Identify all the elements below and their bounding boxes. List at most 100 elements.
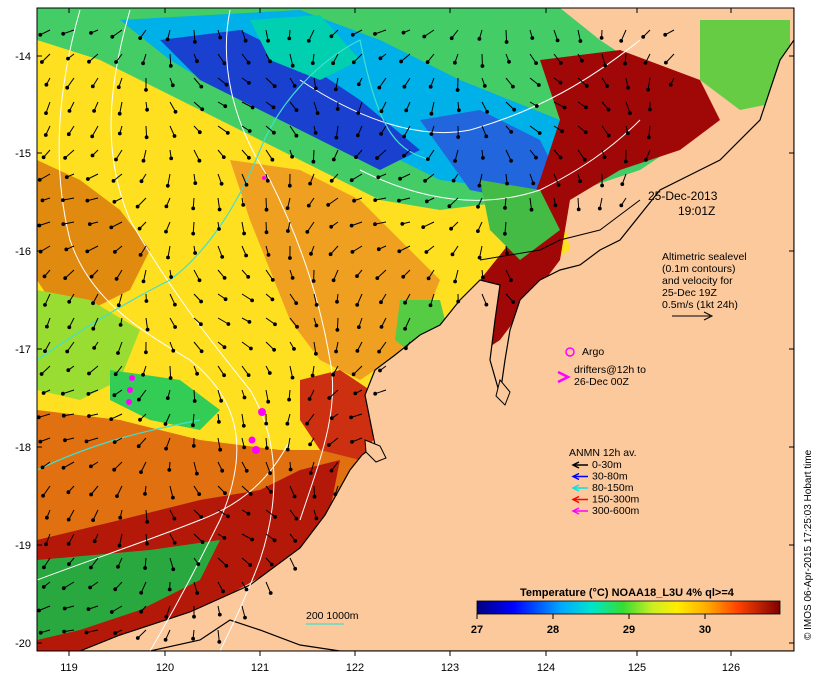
y-tick-label: -19 xyxy=(15,540,31,552)
velocity-arrow xyxy=(404,317,411,330)
velocity-arrow xyxy=(88,365,99,374)
altimetric-note: Altimetric sealevel (0.1m contours) and … xyxy=(662,251,747,321)
velocity-arrow xyxy=(375,389,387,395)
velocity-arrow xyxy=(289,557,296,570)
velocity-arrow-head xyxy=(61,413,66,418)
velocity-arrow xyxy=(400,53,411,62)
velocity-arrow xyxy=(217,557,227,567)
velocity-arrow-head xyxy=(349,223,354,228)
velocity-arrow-head xyxy=(226,514,230,519)
velocity-arrow xyxy=(454,269,459,282)
velocity-arrow-head xyxy=(509,130,514,134)
velocity-arrow xyxy=(289,125,297,136)
velocity-arrow-head xyxy=(311,159,316,164)
velocity-arrow-head xyxy=(597,206,602,211)
velocity-arrow-head xyxy=(424,250,429,254)
velocity-arrow xyxy=(90,557,99,568)
velocity-arrow-head xyxy=(355,303,360,307)
velocity-arrow-head xyxy=(164,204,169,209)
velocity-arrow-head xyxy=(246,60,251,65)
velocity-arrow-head xyxy=(606,107,611,112)
velocity-arrow-head xyxy=(375,276,380,281)
velocity-arrow-head xyxy=(171,348,176,353)
velocity-arrow-head xyxy=(109,610,114,614)
velocity-arrow xyxy=(577,149,586,160)
velocity-arrow-head xyxy=(117,111,122,116)
velocity-arrow-head xyxy=(373,391,378,396)
velocity-arrow-head xyxy=(226,322,231,326)
velocity-arrow-head xyxy=(197,492,202,497)
velocity-arrow-head xyxy=(350,250,355,254)
velocity-arrow xyxy=(353,365,363,375)
velocity-arrow-head xyxy=(402,134,407,139)
velocity-arrow-head xyxy=(246,511,251,516)
velocity-arrow xyxy=(91,125,99,137)
velocity-arrow-head xyxy=(249,346,253,351)
velocity-arrow-head xyxy=(503,206,507,210)
velocity-arrow-head xyxy=(293,566,298,571)
velocity-arrow-head xyxy=(599,36,604,40)
velocity-arrow-head xyxy=(113,372,118,377)
velocity-arrow-head xyxy=(112,199,117,204)
velocity-arrow-head xyxy=(350,440,354,444)
velocity-arrow-head xyxy=(327,396,332,400)
velocity-arrow-head xyxy=(191,231,196,236)
velocity-arrow-head xyxy=(643,61,648,65)
velocity-arrow-head xyxy=(138,253,143,257)
velocity-arrow-head xyxy=(173,109,178,114)
velocity-arrow-head xyxy=(222,61,227,66)
velocity-arrow xyxy=(137,197,147,207)
velocity-arrow-head xyxy=(664,60,668,65)
date-line1: 25-Dec-2013 xyxy=(648,189,718,203)
velocity-arrow-head xyxy=(92,109,96,113)
velocity-arrow-head xyxy=(351,60,356,65)
velocity-arrow-head xyxy=(87,371,91,376)
velocity-arrow-head xyxy=(453,159,458,163)
altimetric-line: (0.1m contours) xyxy=(662,263,736,275)
velocity-arrow-head xyxy=(648,107,652,112)
velocity-arrow xyxy=(553,173,560,186)
velocity-arrow-head xyxy=(91,518,95,522)
velocity-arrow-head xyxy=(355,349,360,353)
velocity-arrow xyxy=(403,125,411,137)
velocity-arrow-head xyxy=(66,517,71,522)
velocity-arrow-head xyxy=(247,81,251,85)
velocity-arrow xyxy=(265,77,276,87)
velocity-arrow-head xyxy=(199,515,204,519)
velocity-arrow xyxy=(289,485,296,497)
colorbar-tick-label: 29 xyxy=(623,624,635,636)
velocity-arrow-head xyxy=(63,276,68,281)
velocity-arrow-head xyxy=(308,181,313,186)
velocity-arrow-head xyxy=(397,249,402,254)
velocity-arrow xyxy=(169,365,172,379)
velocity-arrow-head xyxy=(85,249,90,254)
velocity-arrow-head xyxy=(90,84,95,89)
velocity-arrow-head xyxy=(64,175,69,180)
velocity-arrow-head xyxy=(310,61,315,65)
y-tick-label: -20 xyxy=(15,638,31,650)
velocity-arrow-head xyxy=(644,158,648,162)
velocity-arrow-head xyxy=(268,471,273,476)
velocity-arrow-head xyxy=(248,492,253,496)
velocity-arrow-head xyxy=(224,82,229,87)
velocity-arrow-head xyxy=(67,299,72,304)
drifters-line1: drifters@12h to xyxy=(574,364,646,376)
x-tick-label: 125 xyxy=(628,662,646,674)
velocity-arrow-head xyxy=(314,351,318,356)
velocity-arrow-head xyxy=(576,207,581,212)
velocity-arrow xyxy=(505,269,512,281)
velocity-arrow-head xyxy=(534,104,539,108)
velocity-arrow-head xyxy=(534,155,538,160)
velocity-arrow-head xyxy=(196,562,201,566)
velocity-arrow-head xyxy=(169,275,174,279)
velocity-arrow xyxy=(143,269,147,282)
velocity-arrow xyxy=(504,221,507,234)
velocity-arrow xyxy=(38,605,51,611)
velocity-arrow-head xyxy=(292,494,297,499)
velocity-arrow-head xyxy=(244,253,249,258)
velocity-arrow-head xyxy=(377,85,382,90)
velocity-arrow-head xyxy=(116,303,121,308)
velocity-arrow-head xyxy=(507,59,511,64)
velocity-arrow xyxy=(66,77,75,88)
velocity-arrow-head xyxy=(118,323,123,327)
